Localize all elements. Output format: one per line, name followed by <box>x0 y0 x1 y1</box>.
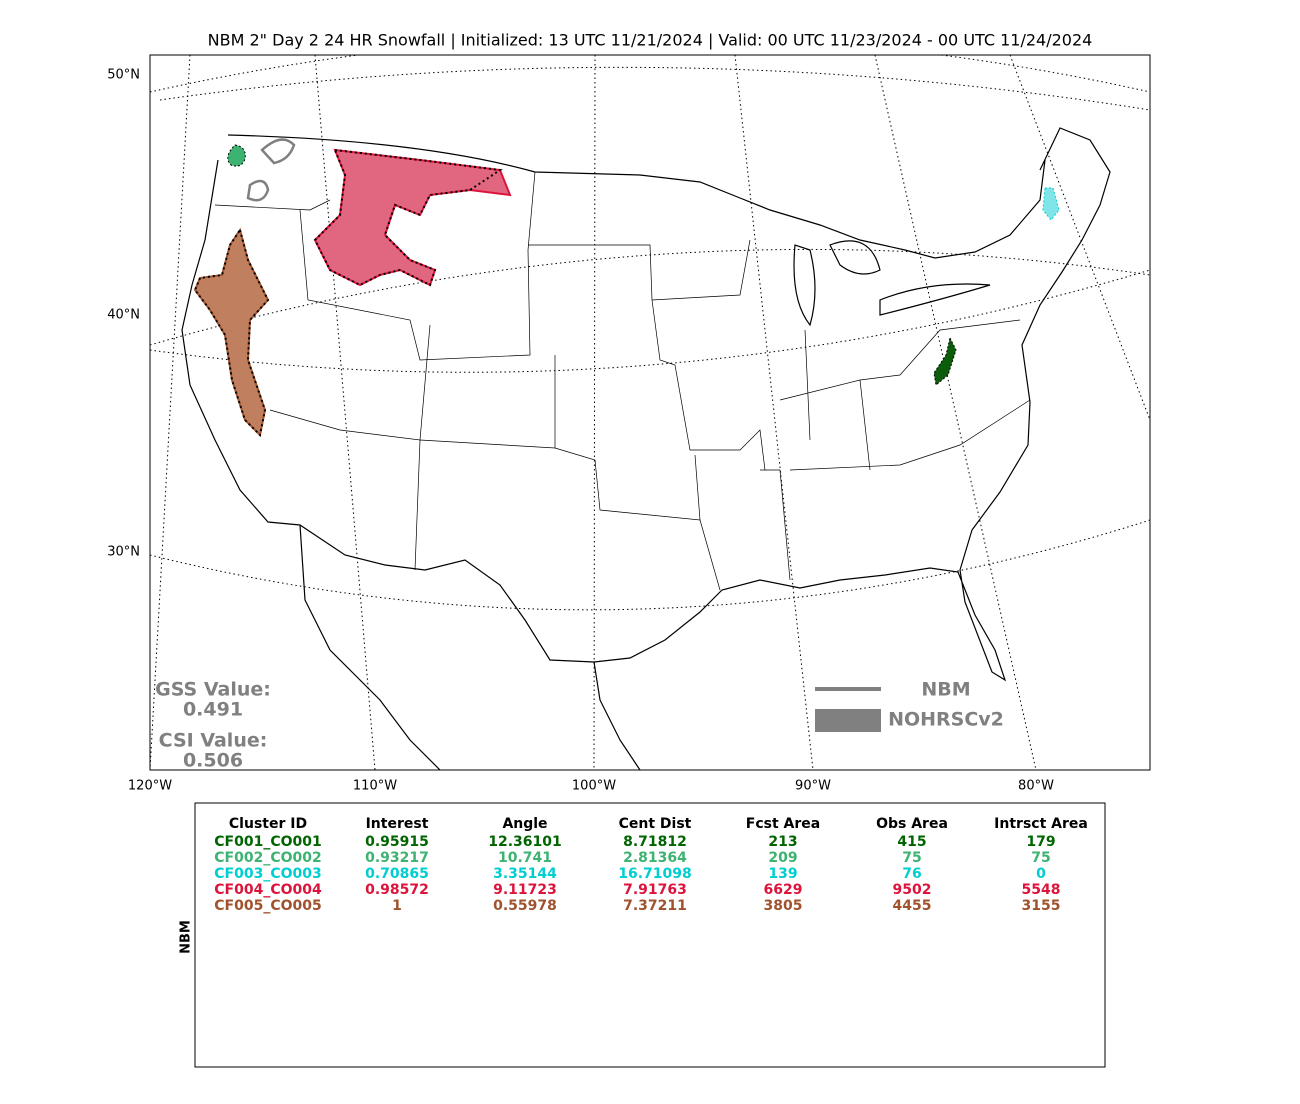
lon-label: 100°W <box>572 779 616 794</box>
lon-label: 120°W <box>128 779 172 794</box>
table-cell: 76 <box>902 866 921 882</box>
csi-label: CSI Value: <box>159 730 268 752</box>
column-header: Obs Area <box>876 816 948 832</box>
lat-label: 40°N <box>107 308 140 323</box>
table-cell: 75 <box>902 850 921 866</box>
table-cell: 213 <box>768 834 797 850</box>
lat-label: 30°N <box>107 545 140 560</box>
table-cell: 10.741 <box>498 850 552 866</box>
legend-patch <box>815 709 881 732</box>
mexico-border <box>299 524 641 770</box>
lat-label: 50°N <box>107 68 140 83</box>
table-cell: 3805 <box>764 898 803 914</box>
cluster-2 <box>227 144 246 167</box>
table-cell: 3155 <box>1022 898 1061 914</box>
table-cell: 209 <box>768 850 797 866</box>
lat-line <box>159 66 1150 111</box>
state-lines <box>214 171 1031 591</box>
map: 50°N 40°N 30°N 120°W 110°W 100°W 90°W 80… <box>107 54 1151 794</box>
lon-label: 90°W <box>795 779 831 794</box>
cluster-4 <box>313 148 512 287</box>
column-header: Cent Dist <box>619 816 692 832</box>
table-cell: 9.11723 <box>493 882 557 898</box>
cluster-1 <box>933 336 957 386</box>
table-cell: 415 <box>897 834 926 850</box>
lake <box>793 240 991 327</box>
nbm-outline <box>246 138 296 202</box>
table-cell: CF004_CO004 <box>214 882 322 898</box>
column-header: Cluster ID <box>229 816 307 832</box>
table-cell: 139 <box>768 866 797 882</box>
table-cell: 0.93217 <box>365 850 429 866</box>
column-header: Angle <box>502 816 547 832</box>
table-cell: 0.95915 <box>365 834 429 850</box>
legend-label: NOHRSCv2 <box>888 709 1004 731</box>
table-cell: 0.98572 <box>365 882 429 898</box>
lat-line <box>150 269 1150 373</box>
lat-line <box>150 519 1150 611</box>
table-cell: 1 <box>392 898 402 914</box>
lon-line <box>874 55 1037 770</box>
cluster-5 <box>193 227 270 438</box>
table-cell: 7.91763 <box>623 882 687 898</box>
map-frame <box>149 54 1151 771</box>
table-cell: CF002_CO002 <box>214 850 321 866</box>
gss-label: GSS Value: <box>155 679 271 701</box>
lon-label: 80°W <box>1018 779 1054 794</box>
cluster-3 <box>1042 187 1060 221</box>
table-side-label: NBM <box>179 920 194 954</box>
table-cell: 4455 <box>893 898 932 914</box>
table-cell: 75 <box>1031 850 1050 866</box>
cluster-4-outline <box>313 148 503 287</box>
table-cell: 0 <box>1036 866 1046 882</box>
csi-value: 0.506 <box>183 750 243 772</box>
table-cell: 16.71098 <box>618 866 692 882</box>
legend-label: NBM <box>921 679 970 701</box>
table-cell: 3.35144 <box>493 866 557 882</box>
table-cell: 179 <box>1026 834 1055 850</box>
table: NBM Cluster ID Interest Angle Cent Dist Fcst… <box>179 802 1106 1068</box>
gss-value: 0.491 <box>183 699 243 721</box>
column-header: Interest <box>366 816 429 832</box>
table-cell: 2.81364 <box>623 850 687 866</box>
table-cell: 6629 <box>764 882 803 898</box>
coastline <box>181 127 1111 682</box>
table-cell: 5548 <box>1022 882 1061 898</box>
lon-line <box>734 55 814 770</box>
table-frame <box>194 802 1106 1068</box>
table-cell: 9502 <box>893 882 932 898</box>
lat-line <box>150 248 1150 346</box>
column-header: Fcst Area <box>746 816 820 832</box>
lon-label: 110°W <box>353 779 397 794</box>
table-cell: CF005_CO005 <box>214 898 321 914</box>
table-cell: CF001_CO001 <box>214 834 321 850</box>
lat-line <box>150 55 1150 93</box>
border <box>227 134 1046 259</box>
table-cell: 0.55978 <box>493 898 557 914</box>
table-cell: 7.37211 <box>623 898 687 914</box>
table-cell: 8.71812 <box>623 834 687 850</box>
table-cell: 0.70865 <box>365 866 429 882</box>
column-header: Intrsct Area <box>994 816 1088 832</box>
title: NBM 2" Day 2 24 HR Snowfall | Initialize… <box>208 31 1093 50</box>
table-cell: CF003_CO003 <box>214 866 321 882</box>
table-cell: 12.36101 <box>488 834 562 850</box>
